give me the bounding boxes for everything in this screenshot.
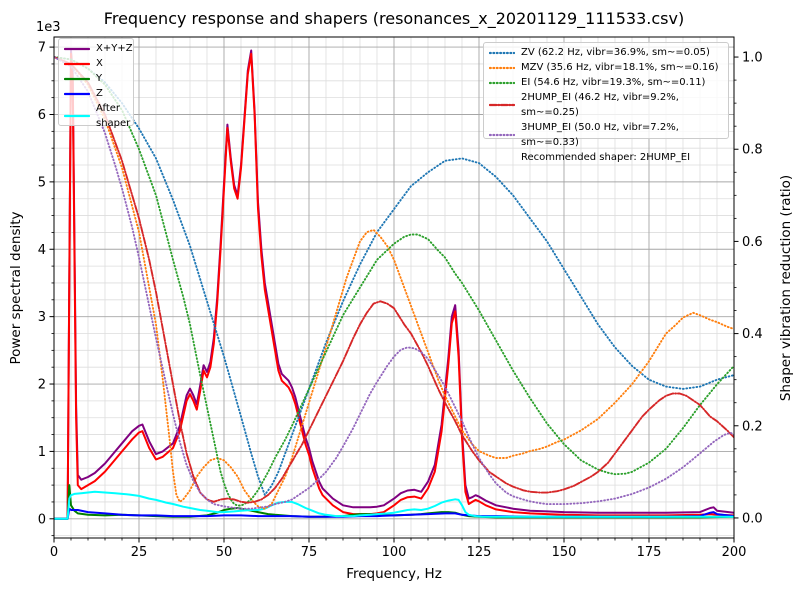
tick-label: 150 bbox=[552, 545, 577, 560]
y-right-tick-labels: 0.0 0.2 0.4 0.6 0.8 1.0 bbox=[742, 51, 763, 527]
series-psd-sum bbox=[54, 49, 734, 520]
tick-label: 25 bbox=[131, 545, 148, 560]
tick-label: 1.0 bbox=[742, 51, 763, 66]
tick-label: 0 bbox=[38, 512, 46, 527]
legend-label-y: Y bbox=[96, 73, 103, 84]
tick-label: 125 bbox=[467, 545, 492, 560]
psd-legend: X+Y+Z X Y Z After shaper bbox=[58, 38, 134, 129]
legend-label-ei: EI (54.6 Hz, vibr=19.3%, sm~=0.11) bbox=[521, 77, 706, 88]
ticks bbox=[49, 46, 739, 543]
tick-label: 0.2 bbox=[742, 419, 763, 434]
series bbox=[54, 49, 734, 520]
tick-label: 6 bbox=[38, 108, 46, 123]
tick-label: 2 bbox=[38, 378, 46, 393]
y-line-swatch-icon bbox=[63, 74, 91, 84]
legend-item-recommendation: Recommended shaper: 2HUMP_EI bbox=[489, 150, 723, 165]
tick-label: 1 bbox=[38, 445, 46, 460]
series-shaper-3hump-ei bbox=[54, 56, 734, 510]
zv-line-swatch-icon bbox=[488, 48, 516, 58]
legend-item-mzv: MZV (35.6 Hz, vibr=18.1%, sm~=0.16) bbox=[488, 60, 723, 75]
tick-label: 0.8 bbox=[742, 143, 763, 158]
legend-item-ei: EI (54.6 Hz, vibr=19.3%, sm~=0.11) bbox=[488, 75, 723, 90]
tick-label: 0 bbox=[50, 545, 58, 560]
tick-label: 100 bbox=[382, 545, 407, 560]
mzv-line-swatch-icon bbox=[488, 63, 516, 73]
x-tick-labels: 0 25 50 75 100 125 150 175 200 bbox=[50, 545, 747, 560]
x-line-swatch-icon bbox=[63, 59, 91, 69]
y-axis-left-label: Power spectral density bbox=[8, 211, 24, 365]
series-psd-x bbox=[54, 52, 734, 520]
legend-item-after-shaper: After shaper bbox=[63, 101, 131, 131]
legend-label-2hump-ei: 2HUMP_EI (46.2 Hz, vibr=9.2%, sm~=0.25) bbox=[521, 92, 679, 118]
legend-label-x: X bbox=[96, 58, 103, 69]
legend-item-sum: X+Y+Z bbox=[63, 41, 133, 56]
y-axis-offset-label: 1e3 bbox=[36, 20, 61, 35]
tick-label: 75 bbox=[301, 545, 318, 560]
tick-label: 0.6 bbox=[742, 235, 763, 250]
legend-label-zv: ZV (62.2 Hz, vibr=36.9%, sm~=0.05) bbox=[521, 47, 710, 58]
tick-label: 5 bbox=[38, 175, 46, 190]
ei-line-swatch-icon bbox=[488, 78, 516, 88]
tick-label: 175 bbox=[637, 545, 662, 560]
y-left-tick-labels: 0 1 2 3 4 5 6 7 bbox=[38, 41, 46, 528]
chart-title: Frequency response and shapers (resonanc… bbox=[103, 9, 685, 28]
legend-item-3hump-ei: 3HUMP_EI (50.0 Hz, vibr=7.2%, sm~=0.33) bbox=[488, 120, 723, 150]
legend-label-mzv: MZV (35.6 Hz, vibr=18.1%, sm~=0.16) bbox=[521, 62, 719, 73]
tick-label: 0.0 bbox=[742, 511, 763, 526]
legend-label-z: Z bbox=[96, 88, 103, 99]
shaper-legend: ZV (62.2 Hz, vibr=36.9%, sm~=0.05) MZV (… bbox=[483, 42, 729, 163]
tick-label: 3 bbox=[38, 310, 46, 325]
legend-item-x: X bbox=[63, 56, 128, 71]
series-psd-after-shaper bbox=[54, 490, 734, 520]
legend-item-2hump-ei: 2HUMP_EI (46.2 Hz, vibr=9.2%, sm~=0.25) bbox=[488, 90, 723, 120]
x-axis-label: Frequency, Hz bbox=[346, 566, 442, 582]
legend-label-3hump-ei: 3HUMP_EI (50.0 Hz, vibr=7.2%, sm~=0.33) bbox=[521, 122, 679, 148]
series-shaper-zv bbox=[54, 56, 734, 496]
sum-line-swatch-icon bbox=[63, 44, 91, 54]
after-shaper-line-swatch-icon bbox=[63, 111, 91, 121]
tick-label: 4 bbox=[38, 243, 46, 258]
z-line-swatch-icon bbox=[63, 89, 91, 99]
legend-label-after-shaper: After shaper bbox=[96, 103, 131, 129]
legend-label-sum: X+Y+Z bbox=[96, 43, 133, 54]
tick-label: 0.4 bbox=[742, 327, 763, 342]
2hump-ei-line-swatch-icon bbox=[488, 100, 516, 110]
series-shaper-ei bbox=[54, 56, 734, 507]
legend-item-y: Y bbox=[63, 71, 128, 86]
tick-label: 7 bbox=[38, 41, 46, 56]
series-shaper-mzv bbox=[54, 56, 734, 510]
y-axis-right-label: Shaper vibration reduction (ratio) bbox=[778, 174, 794, 402]
legend-item-zv: ZV (62.2 Hz, vibr=36.9%, sm~=0.05) bbox=[488, 45, 723, 60]
legend-item-z: Z bbox=[63, 86, 128, 101]
3hump-ei-line-swatch-icon bbox=[488, 130, 516, 140]
recommended-shaper-text: Recommended shaper: 2HUMP_EI bbox=[521, 152, 691, 163]
tick-label: 50 bbox=[216, 545, 233, 560]
tick-label: 200 bbox=[722, 545, 747, 560]
